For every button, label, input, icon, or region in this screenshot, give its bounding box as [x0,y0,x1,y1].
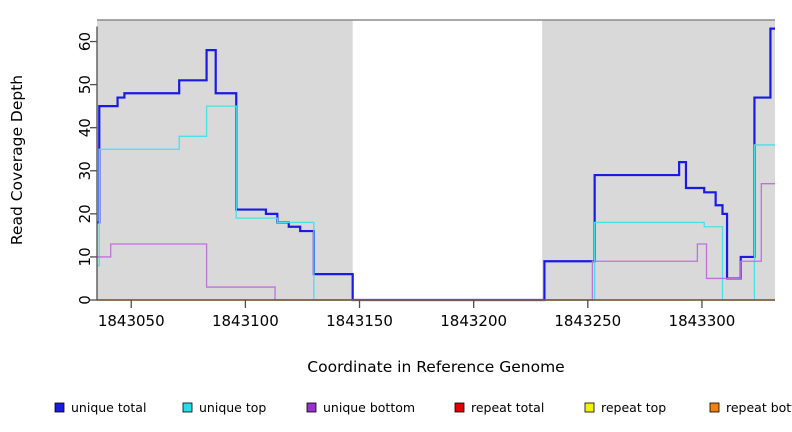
y-tick-label: 30 [76,161,94,180]
legend-swatch-unique-total[interactable] [54,402,65,413]
y-tick-label: 60 [76,32,94,51]
legend-label-unique-top[interactable]: unique top [199,400,266,415]
x-axis-title: Coordinate in Reference Genome [307,358,564,376]
legend-swatch-unique-bottom[interactable] [306,402,317,413]
series-unique-bottom [97,183,775,301]
x-tick-label: 1843100 [212,312,279,330]
y-tick-label: 0 [76,295,94,305]
legend-label-repeat-total[interactable]: repeat total [471,400,544,415]
legend-label-repeat-top[interactable]: repeat top [601,400,666,415]
y-tick-label: 50 [76,75,94,94]
series-unique-top [97,105,775,301]
x-tick-label: 1843050 [98,312,165,330]
y-tick-label: 10 [76,247,94,266]
y-tick-label: 40 [76,118,94,137]
x-tick-label: 1843300 [669,312,736,330]
x-tick-label: 1843250 [554,312,621,330]
x-tick-label: 1843150 [326,312,393,330]
legend-label-unique-total[interactable]: unique total [71,400,146,415]
x-tick-label: 1843200 [440,312,507,330]
legend-swatch-unique-top[interactable] [182,402,193,413]
series-unique-total [97,27,775,302]
unique-region-left [97,20,353,300]
legend-swatch-repeat-bottom[interactable] [709,402,720,413]
y-axis-title: Read Coverage Depth [8,75,26,245]
legend-label-repeat-bottom[interactable]: repeat bottom [726,400,792,415]
legend-swatch-repeat-top[interactable] [584,402,595,413]
legend-label-unique-bottom[interactable]: unique bottom [323,400,415,415]
legend-swatch-repeat-total[interactable] [454,402,465,413]
y-tick-label: 20 [76,204,94,223]
unique-region-right [542,20,775,300]
